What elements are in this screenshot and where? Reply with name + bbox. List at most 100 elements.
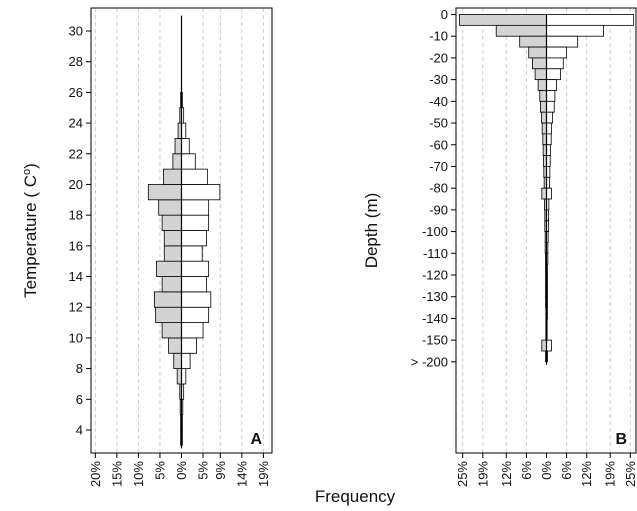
depth-xtick-label: 19% [475,461,490,487]
temperature-bar-right [181,138,190,155]
temperature-ylabel-degree: o [21,169,33,175]
depth-bar-left [541,111,547,124]
depth-xtick-label: 25% [623,461,637,487]
depth-bar-right [546,24,604,37]
temperature-bar-right [181,230,207,247]
panel-label-b: B [615,431,627,448]
depth-ytick-label: -90 [429,202,448,217]
temperature-xtick-label: 5% [196,461,211,480]
depth-bar-right [546,35,579,48]
depth-ytick-label: > -200 [411,354,448,369]
depth-ytick-label: -60 [429,137,448,152]
temperature-bar-right [181,291,212,308]
depth-bar-right [546,79,557,91]
depth-bar-left [495,24,547,37]
depth-ytick-label: -100 [422,224,448,239]
depth-bar-left [534,68,547,81]
depth-bar-left [541,122,547,135]
temperature-xtick-label: 20% [88,461,103,487]
depth-bar-left [519,35,547,48]
depth-ytick-label: -30 [429,72,448,87]
temperature-bar-right [181,337,197,354]
temperature-bar-left [147,184,182,201]
temperature-ytick-label: 6 [76,392,83,407]
temperature-bar-right [181,352,191,370]
temperature-bar-left [162,168,182,185]
depth-bar-right [546,90,556,102]
temperature-bar-right [181,322,204,339]
temperature-bar-left [161,276,182,293]
temperature-ytick-label: 22 [69,146,83,161]
temperature-bar-right [181,199,210,216]
depth-ytick-label: -70 [429,159,448,174]
depth-bar-left [541,339,547,352]
frequency-axis-label: Frequency [315,487,396,506]
depth-y-ticks: 0 -10 -20 -30 -40 -50 -60 -70 -80 -90 -100 -110 -120… [411,7,456,369]
temperature-bar-right [181,214,210,231]
temperature-bar-right [181,306,210,323]
depth-bar-right [546,14,635,26]
depth-bar-right [546,46,568,59]
temperature-bar-right [181,122,187,139]
depth-bar-left [537,79,547,91]
temperature-bar-left [155,306,182,323]
temperature-bar-right [181,368,187,385]
depth-bar-right [546,57,564,70]
temperature-bar-left [176,368,182,385]
depth-bar-right [546,68,561,81]
depth-bar-right [546,187,552,200]
temperature-ytick-label: 18 [69,208,83,223]
depth-ytick-label: -50 [429,116,448,131]
temperature-ytick-label: 8 [76,361,83,376]
depth-xtick-label: 6% [519,461,534,480]
depth-bar-right [546,133,552,146]
temperature-bar-left [161,214,182,231]
temperature-bar-left [153,291,182,308]
temperature-ytick-label: 26 [69,85,83,100]
depth-ytick-label: 0 [441,7,448,22]
temperature-xtick-label: 5% [152,461,167,480]
temperature-ytick-label: 12 [69,300,83,315]
depth-bar-left [541,187,547,200]
temperature-y-axis-label: Temperature ( Co) [21,163,40,298]
depth-bar-right [546,111,553,124]
temperature-ytick-label: 20 [69,177,83,192]
depth-ytick-label: -110 [423,246,448,261]
depth-bar-left [458,14,547,26]
depth-bar-right [546,100,555,113]
depth-bar-right [546,339,552,352]
temperature-panel: 4 6 8 10 12 14 16 18 20 22 24 26 28 30 20% 15% 10% 5% 0% 5… [21,7,273,487]
depth-xtick-label: 25% [455,461,470,487]
temperature-ylabel-close: ) [21,163,40,169]
depth-ytick-label: -10 [429,29,448,44]
temperature-bar-right [181,276,207,293]
depth-bar-left [528,46,547,59]
depth-bar-left [540,100,547,113]
depth-bar-left [532,57,547,70]
depth-xtick-label: 12% [499,461,514,487]
temperature-ytick-label: 14 [69,269,83,284]
temperature-bar-left [172,153,182,170]
depth-bar-right [546,122,552,135]
depth-ytick-label: -140 [422,311,448,326]
temperature-bar-left [156,260,182,277]
temperature-x-ticks: 20% 15% 10% 5% 0% 5% 9% 14% 19% [88,453,271,487]
temperature-bar-left [174,138,182,155]
temperature-xtick-label: 0% [174,461,189,480]
depth-ytick-label: -120 [422,268,448,283]
temperature-xtick-label: 15% [109,461,124,487]
temperature-bar-right [181,260,210,277]
depth-ytick-label: -150 [422,333,448,348]
depth-ytick-label: -20 [429,50,448,65]
depth-panel: 0 -10 -20 -30 -40 -50 -60 -70 -80 -90 -100 -110 -120… [362,7,637,487]
depth-xtick-label: 0% [539,461,554,480]
temperature-bar-right [181,153,196,170]
temperature-ytick-label: 30 [69,24,83,39]
temperature-ytick-label: 24 [69,116,83,131]
temperature-bar-right [181,168,208,185]
depth-ytick-label: -130 [422,289,448,304]
temperature-bar-left [158,199,182,216]
depth-x-ticks: 25% 19% 12% 6% 0% 6% 12% 19% 25% [455,453,637,487]
temperature-bar-left [163,230,182,247]
